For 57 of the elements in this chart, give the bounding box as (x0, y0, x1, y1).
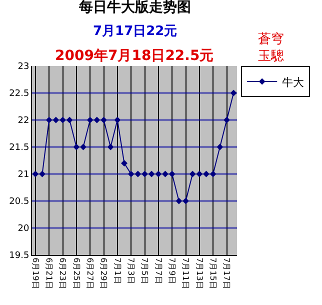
point (66, 116, 73, 124)
point (216, 144, 224, 150)
y-tick-label: 22.5 (9, 89, 30, 100)
x-tick-label: 7月11日 (181, 258, 190, 289)
x-tick-label: 6月25日 (72, 258, 81, 289)
point (224, 116, 230, 124)
x-tick-label: 7月5日 (140, 258, 150, 284)
x-tick-label: 7月17日 (222, 258, 232, 289)
legend-label: 牛大 (282, 76, 304, 89)
point (210, 170, 216, 178)
point (142, 170, 148, 178)
point (168, 170, 176, 178)
point (196, 170, 203, 178)
x-tick-label: 6月19日 (30, 258, 40, 289)
point (134, 170, 142, 178)
x-tick-label: 6月21日 (44, 258, 54, 289)
x-tick-label: 7月13日 (194, 258, 204, 289)
point (73, 144, 80, 150)
y-tick-label: 21.5 (9, 143, 30, 154)
text: 蒼穹玉驄 (258, 32, 284, 64)
chart-subtitle: 7月17日22元 (93, 24, 178, 39)
x-tick-label: 6月27日 (85, 258, 94, 289)
point (107, 144, 114, 150)
x-tick-label: 7月7日 (154, 258, 163, 284)
text: 2009年7月18日22.5元 (55, 48, 214, 64)
point (128, 170, 134, 178)
point (176, 198, 182, 204)
point (230, 90, 237, 96)
y-tick-label: 21 (18, 170, 30, 180)
point (148, 170, 155, 178)
point (203, 170, 210, 178)
x-tick-label: 7月3日 (126, 258, 136, 284)
point (189, 170, 196, 178)
point (162, 170, 168, 178)
point (52, 116, 60, 124)
x-tick-label: 7月15日 (208, 258, 218, 289)
y-tick-label: 20.5 (9, 197, 30, 208)
point (80, 144, 86, 150)
y-tick-label: 19.5 (9, 251, 30, 262)
point (121, 160, 128, 166)
point (39, 170, 46, 178)
point (114, 116, 121, 124)
point (182, 198, 189, 204)
point (100, 116, 107, 124)
y-tick-label: 22 (18, 116, 30, 126)
y-tick-label: 23 (18, 62, 30, 72)
x-tick-label: 6月23日 (58, 258, 68, 289)
point (46, 116, 52, 124)
x-tick-label: 7月1日 (112, 258, 122, 284)
point (155, 170, 162, 178)
x-tick-label: 6月29日 (99, 258, 108, 289)
y-tick-label: 20 (18, 224, 30, 234)
point (32, 170, 39, 178)
point (94, 116, 100, 124)
x-tick-label: 7月9日 (167, 258, 176, 284)
point (60, 116, 66, 124)
point (86, 116, 94, 124)
